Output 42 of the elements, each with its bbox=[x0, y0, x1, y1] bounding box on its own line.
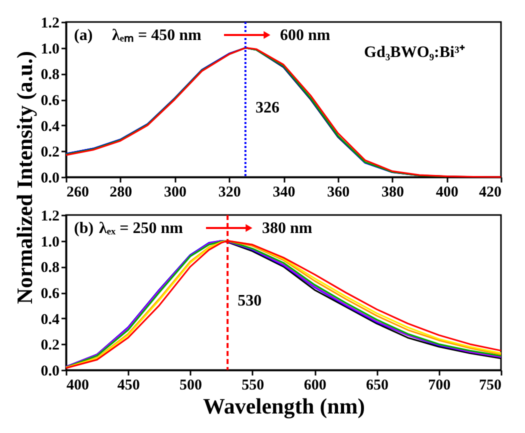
x-tick-label: 400 bbox=[66, 378, 89, 394]
annotation: 600 nm bbox=[280, 27, 331, 44]
y-tick-label: 1.0 bbox=[40, 234, 60, 250]
x-tick-label: 300 bbox=[164, 184, 186, 200]
ref-line-label: 530 bbox=[238, 292, 262, 310]
y-tick-label: 1.2 bbox=[40, 16, 60, 32]
x-tick-label: 420 bbox=[479, 184, 502, 200]
x-tick-label: 400 bbox=[436, 184, 458, 200]
annotation: (b) bbox=[74, 220, 94, 237]
y-tick-label: 0.6 bbox=[40, 286, 60, 302]
ref-line-label: 326 bbox=[255, 99, 280, 116]
y-tick-label: 0.8 bbox=[40, 67, 60, 84]
x-tick-label: 280 bbox=[110, 184, 132, 200]
x-tick-label: 600 bbox=[304, 378, 326, 394]
x-tick-label: 450 bbox=[117, 378, 140, 394]
x-tick-label: 550 bbox=[242, 378, 264, 394]
y-tick-label: 1.2 bbox=[40, 208, 60, 224]
x-tick-label: 260 bbox=[66, 184, 89, 200]
y-tick-label: 0.6 bbox=[40, 93, 60, 109]
y-tick-label: 0.2 bbox=[40, 338, 60, 354]
y-tick-label: 0.0 bbox=[40, 364, 60, 380]
x-tick-label: 340 bbox=[272, 184, 296, 200]
annotation: 380 nm bbox=[262, 220, 313, 237]
x-tick-label: 500 bbox=[180, 378, 202, 394]
x-tick-label: 380 bbox=[382, 184, 404, 200]
y-tick-label: 0.4 bbox=[40, 118, 60, 135]
x-axis-title: Wavelength (nm) bbox=[203, 394, 365, 418]
x-tick-label: 320 bbox=[218, 184, 241, 200]
y-tick-label: 0.4 bbox=[40, 312, 60, 328]
annotation: (a) bbox=[74, 27, 93, 44]
y-tick-label: 1.0 bbox=[40, 41, 60, 58]
y-axis-title: Normalized Intensity (a.u.) bbox=[12, 51, 37, 304]
annotation: Gd₃BWO₉:Bi³⁺ bbox=[364, 44, 466, 61]
y-tick-label: 0.8 bbox=[40, 260, 60, 276]
x-tick-label: 650 bbox=[366, 378, 388, 394]
annotation: λₑₘ = 450 nm bbox=[112, 27, 202, 44]
x-tick-label: 360 bbox=[327, 184, 350, 200]
y-tick-label: 0.0 bbox=[40, 170, 60, 186]
x-tick-label: 750 bbox=[479, 378, 502, 394]
y-tick-label: 0.2 bbox=[40, 144, 60, 161]
annotation: λₑₓ = 250 nm bbox=[99, 220, 184, 237]
x-tick-label: 700 bbox=[428, 378, 451, 394]
